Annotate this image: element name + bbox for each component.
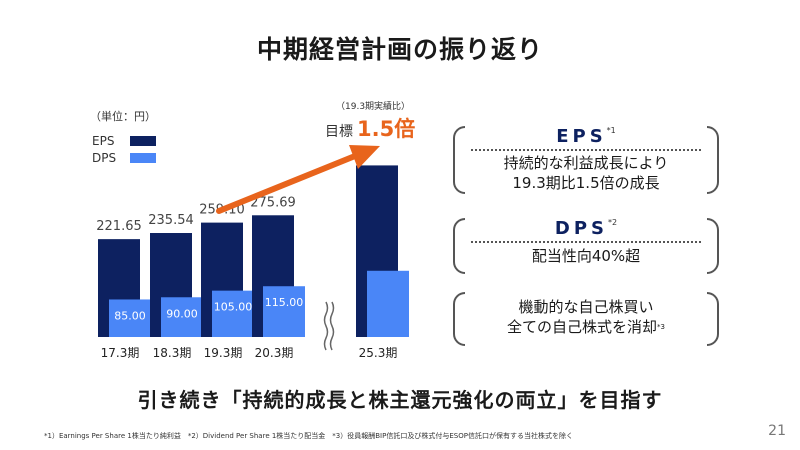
eps-label-2: 235.54 [148,213,194,228]
axis-break-mark-2 [329,301,335,351]
panel-buyback-brace-left [453,292,465,346]
legend-dps-label: DPS [92,150,117,165]
dps-label-4: 115.00 [265,296,304,309]
dps-bar-4 [263,286,305,337]
panel-dps-brace-left [453,218,465,274]
dps-label-2: 90.00 [166,307,198,320]
panel-buyback-mark: *3 [657,323,665,331]
dps-bar-2 [161,297,203,337]
panel-buyback-line-2: 全ての自己株式を消却*3 [453,317,719,337]
panel-dps-mark: *2 [608,218,618,227]
panel-buyback-line-2-text: 全ての自己株式を消却 [507,318,658,336]
legend-dps: DPS [92,149,156,166]
panel-eps-line-1: 持続的な利益成長により [503,154,669,172]
category-label-5: 25.3期 [359,346,398,360]
eps-label-1: 221.65 [96,219,142,234]
target-label: 目標 [325,124,353,140]
panel-dps-heading-text: DPS [554,218,608,239]
dps-bar-1 [109,299,151,337]
panel-eps-brace-left [453,126,465,194]
growth-arrow-head [349,145,380,169]
category-label-3: 19.3期 [204,346,243,360]
category-label-2: 18.3期 [153,346,192,360]
legend-eps: EPS [92,132,156,149]
bottom-message: 引き続き「持続的成長と株主還元強化の両立」を目指す [137,388,663,412]
footnote: *1）Earnings Per Share 1株当たり純利益 *2）Divide… [44,432,573,440]
legend-eps-swatch [130,135,156,146]
panel-dps-heading: DPS*2 [453,218,719,239]
chart-legend: EPS DPS [92,132,156,166]
growth-arrow-shaft [216,153,358,214]
panel-dps-divider [471,241,701,243]
panel-eps-heading: EPS*1 [453,126,719,147]
panel-dps: DPS*2 配当性向40%超 [453,218,719,274]
panel-eps-line-2: 19.3期比1.5倍の成長 [512,174,660,192]
panel-eps-mark: *1 [606,126,616,135]
unit-label: （単位：円） [90,110,156,123]
target-note: （19.3期実績比） [336,102,411,112]
panel-dps-line-1: 配当性向40%超 [531,247,641,265]
page-title: 中期経営計画の振り返り [256,35,543,64]
dps-bar-5 [367,270,409,337]
page-number: 21 [768,423,786,439]
panel-eps: EPS*1 持続的な利益成長により 19.3期比1.5倍の成長 [453,126,719,194]
panel-dps-brace-right [707,218,719,274]
panel-eps-brace-right [707,126,719,194]
category-label-1: 17.3期 [101,346,140,360]
category-label-4: 20.3期 [255,346,294,360]
panel-buyback-line-1: 機動的な自己株買い [518,298,654,316]
legend-dps-swatch [130,152,156,163]
eps-label-4: 275.69 [250,195,296,210]
axis-break-mark-1 [323,301,329,351]
panel-eps-heading-text: EPS [556,126,607,147]
panel-buyback-brace-right [707,292,719,346]
panel-eps-divider [471,149,701,151]
target: 目標 1.5倍 [325,113,415,143]
legend-eps-label: EPS [92,133,115,148]
dps-label-3: 105.00 [214,301,253,314]
panel-buyback: 機動的な自己株買い 全ての自己株式を消却*3 [453,292,719,346]
dps-bar-3 [212,290,254,337]
dps-label-1: 85.00 [114,309,146,322]
target-value: 1.5倍 [357,117,416,141]
